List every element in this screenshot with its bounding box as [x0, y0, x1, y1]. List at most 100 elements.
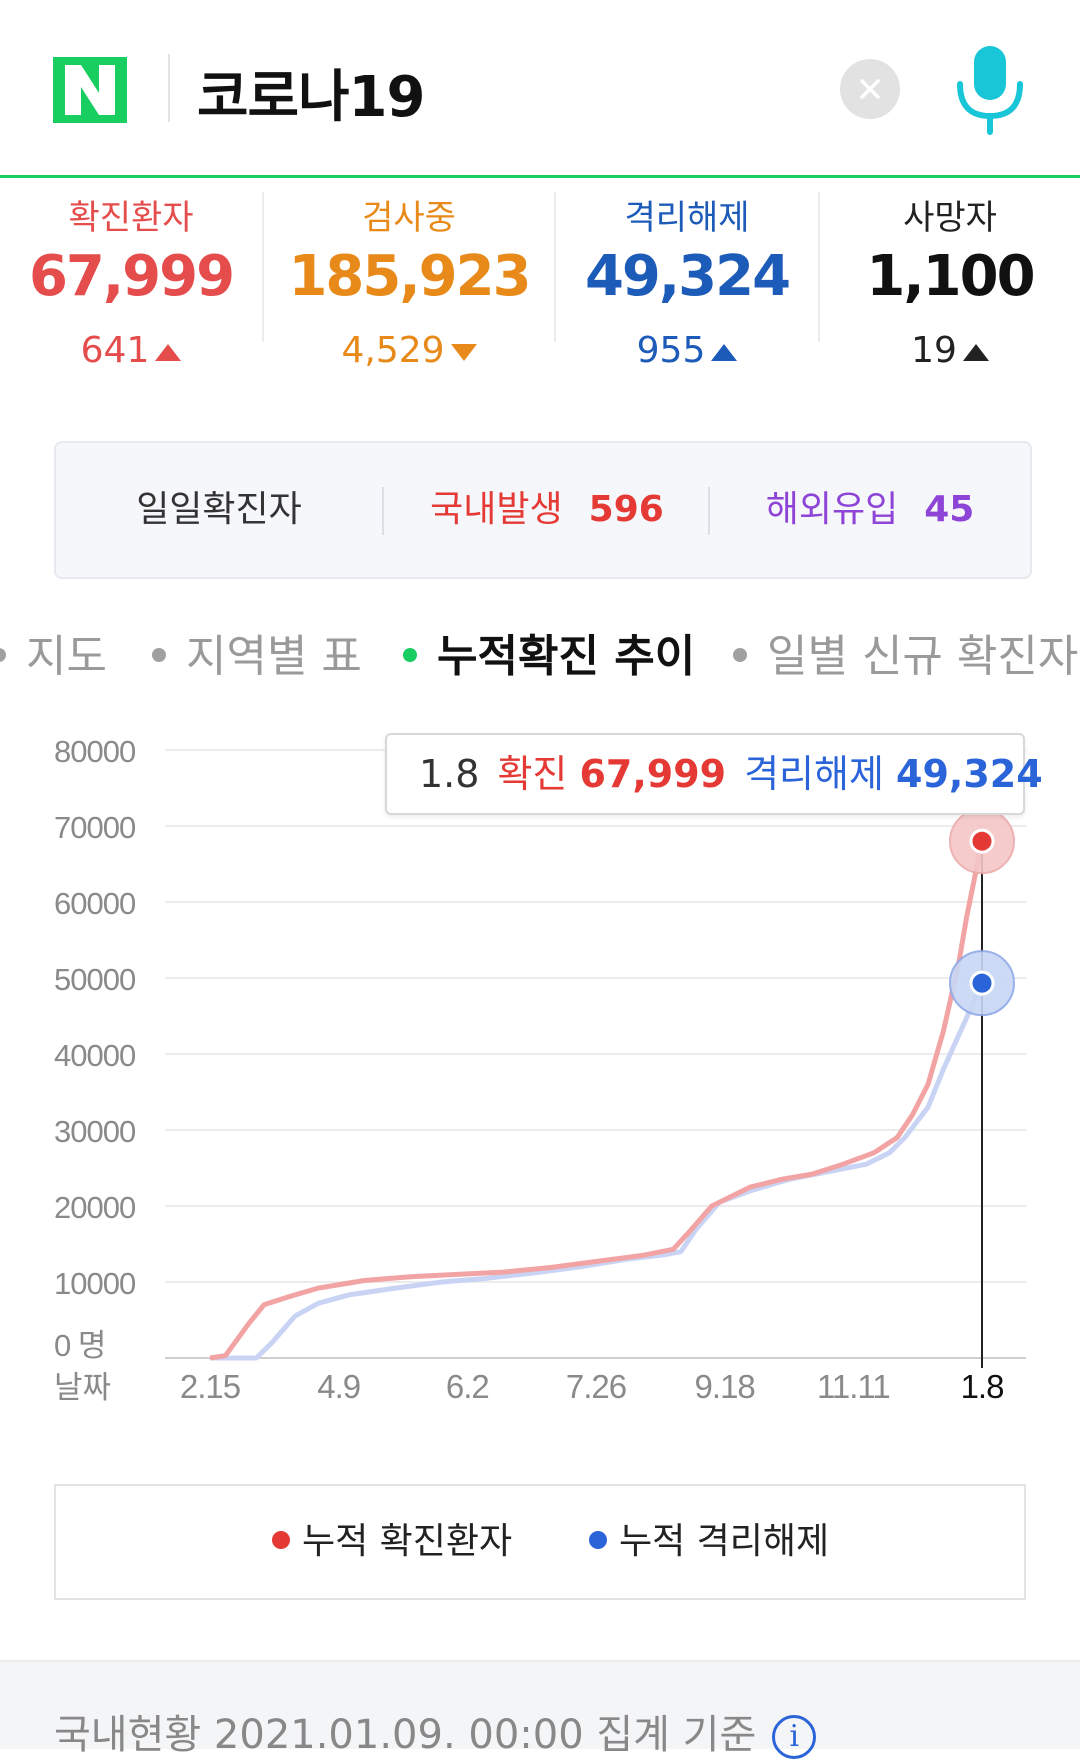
stat-released[interactable]: 격리해제 49,324 955: [556, 178, 818, 371]
chart-tabs: 지도 지역별 표 누적확진 추이 일별 신규 확진자: [0, 620, 1080, 690]
stat-deaths[interactable]: 사망자 1,100 19: [820, 178, 1080, 371]
x-tick-label: 4.9: [317, 1368, 360, 1405]
arrow-down-icon: [450, 343, 477, 361]
daily-overseas-value: 45: [924, 489, 975, 530]
daily-confirmed-box: 일일확진자 국내발생 596 해외유입 45: [54, 441, 1032, 579]
x-tick-label: 1.8: [961, 1368, 1004, 1405]
y-tick-label: 40000: [54, 1038, 136, 1073]
daily-overseas-label: 해외유입: [765, 489, 899, 530]
tooltip-released: 격리해제 49,324: [744, 752, 1043, 796]
tooltip-released-value: 49,324: [896, 752, 1043, 796]
tab-label: 일별 신규 확진자: [767, 631, 1079, 682]
marker-confirmed: [969, 828, 995, 854]
daily-overseas: 해외유입 45: [710, 443, 1030, 577]
naver-logo-icon[interactable]: [53, 57, 127, 123]
cumulative-chart[interactable]: 80000 70000 60000 50000 40000 30000 20000 10000…: [0, 720, 1080, 1420]
y-tick-label: 10000: [54, 1266, 136, 1301]
footer-status: 국내현황 2021.01.09. 00:00 집계 기준 i: [54, 1702, 817, 1760]
tab-bullet: [733, 648, 747, 662]
stats-row: 확진환자 67,999 641 검사중 185,923 4,529 격리해제 4…: [0, 178, 1080, 378]
series-line-confirmed: [209, 840, 985, 1361]
daily-domestic-value: 596: [588, 489, 664, 530]
daily-separator: [708, 487, 710, 535]
x-tick-label: 11.11: [817, 1368, 890, 1405]
stat-testing[interactable]: 검사중 185,923 4,529: [264, 178, 554, 371]
stat-value: 185,923: [288, 244, 531, 309]
footer-text: 국내현황 2021.01.09. 00:00 집계 기준: [54, 1712, 757, 1758]
legend-item-confirmed[interactable]: 누적 확진환자: [272, 1486, 512, 1598]
clear-search-button[interactable]: [840, 59, 900, 119]
legend-label: 누적 격리해제: [619, 1521, 830, 1562]
info-icon[interactable]: i: [772, 1715, 817, 1759]
chart-legend: 누적 확진환자 누적 격리해제: [54, 1484, 1026, 1600]
series-line-released: [210, 982, 985, 1361]
tab-label: 지도: [26, 631, 107, 682]
stat-label: 사망자: [903, 198, 997, 238]
tab-daily-new[interactable]: 일별 신규 확진자: [733, 620, 1078, 684]
stat-separator: [818, 192, 820, 342]
stat-delta: 19: [820, 330, 1080, 371]
stat-value: 49,324: [584, 244, 791, 309]
stat-delta: 641: [0, 330, 262, 371]
stat-delta-value: 19: [911, 330, 957, 371]
chart-tooltip: 1.8 확진 67,999 격리해제 49,324: [385, 733, 1043, 815]
tab-map[interactable]: 지도: [0, 620, 107, 684]
stat-delta: 955: [556, 330, 818, 371]
tab-bullet: [152, 648, 166, 662]
daily-label: 일일확진자: [136, 489, 302, 530]
stat-label: 격리해제: [624, 198, 750, 238]
y-tick-label: 20000: [54, 1190, 136, 1225]
footer: 국내현황 2021.01.09. 00:00 집계 기준 i: [0, 1660, 1080, 1759]
x-axis-label: 날짜: [54, 1370, 111, 1405]
arrow-up-icon: [711, 343, 738, 361]
search-query[interactable]: 코로나19: [197, 65, 425, 130]
y-tick-label: 50000: [54, 962, 136, 997]
y-tick-label: 0 명: [54, 1328, 105, 1363]
tooltip-confirmed-label: 확진: [497, 752, 568, 796]
stat-label: 검사중: [362, 198, 456, 238]
header-divider: [168, 54, 170, 122]
chart-canvas[interactable]: 80000 70000 60000 50000 40000 30000 20000 10000…: [0, 720, 1080, 1420]
y-tick-label: 60000: [54, 886, 136, 921]
close-icon: [860, 79, 880, 99]
legend-item-released[interactable]: 누적 격리해제: [589, 1486, 829, 1598]
stat-separator: [554, 192, 556, 342]
stat-separator: [262, 192, 264, 342]
x-tick-label: 6.2: [446, 1368, 489, 1405]
x-tick-label: 7.26: [566, 1368, 626, 1405]
tooltip-confirmed-value: 67,999: [579, 752, 727, 796]
tab-label: 지역별 표: [186, 631, 362, 682]
marker-released: [969, 970, 995, 996]
legend-dot: [589, 1531, 607, 1549]
y-tick-label: 30000: [54, 1114, 136, 1149]
tooltip-date: 1.8: [419, 752, 480, 796]
tab-cumulative-trend[interactable]: 누적확진 추이: [403, 620, 695, 684]
stat-value: 67,999: [28, 244, 235, 309]
legend-dot: [272, 1531, 290, 1549]
tooltip-confirmed: 확진 67,999: [497, 752, 726, 796]
x-tick-label: 9.18: [695, 1368, 755, 1405]
search-header: 코로나19: [0, 0, 1080, 178]
tooltip-released-label: 격리해제: [744, 752, 884, 796]
tab-bullet: [0, 648, 6, 662]
stat-label: 확진환자: [68, 198, 194, 238]
tab-label: 누적확진 추이: [437, 631, 696, 682]
arrow-up-icon: [155, 343, 182, 361]
tab-bullet: [403, 648, 417, 662]
tab-region-table[interactable]: 지역별 표: [152, 620, 362, 684]
daily-domestic-label: 국내발생: [430, 489, 563, 530]
daily-domestic: 국내발생 596: [384, 443, 710, 577]
y-tick-label: 80000: [54, 734, 136, 769]
x-tick-label: 2.15: [180, 1368, 240, 1405]
stat-value: 1,100: [866, 244, 1035, 309]
stat-delta-value: 955: [636, 330, 706, 371]
stat-delta-value: 4,529: [341, 330, 445, 371]
legend-label: 누적 확진환자: [302, 1521, 513, 1562]
stat-confirmed[interactable]: 확진환자 67,999 641: [0, 178, 262, 371]
stat-delta: 4,529: [264, 330, 554, 371]
arrow-up-icon: [962, 343, 989, 361]
microphone-icon[interactable]: [950, 42, 1030, 136]
y-tick-label: 70000: [54, 810, 136, 845]
stat-delta-value: 641: [80, 330, 150, 371]
daily-separator: [382, 487, 384, 535]
